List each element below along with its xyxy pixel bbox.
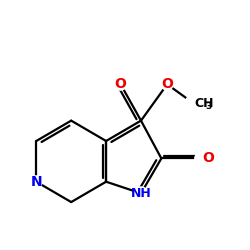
- Circle shape: [30, 176, 42, 188]
- Circle shape: [185, 95, 202, 111]
- Text: 3: 3: [206, 102, 212, 110]
- Text: O: O: [161, 77, 173, 91]
- Text: O: O: [202, 152, 214, 166]
- Circle shape: [134, 187, 147, 200]
- Circle shape: [115, 78, 126, 90]
- Text: O: O: [115, 77, 126, 91]
- Text: N: N: [30, 175, 42, 189]
- Circle shape: [161, 78, 173, 90]
- Text: NH: NH: [130, 187, 151, 200]
- Text: CH: CH: [195, 97, 214, 110]
- Circle shape: [195, 153, 206, 164]
